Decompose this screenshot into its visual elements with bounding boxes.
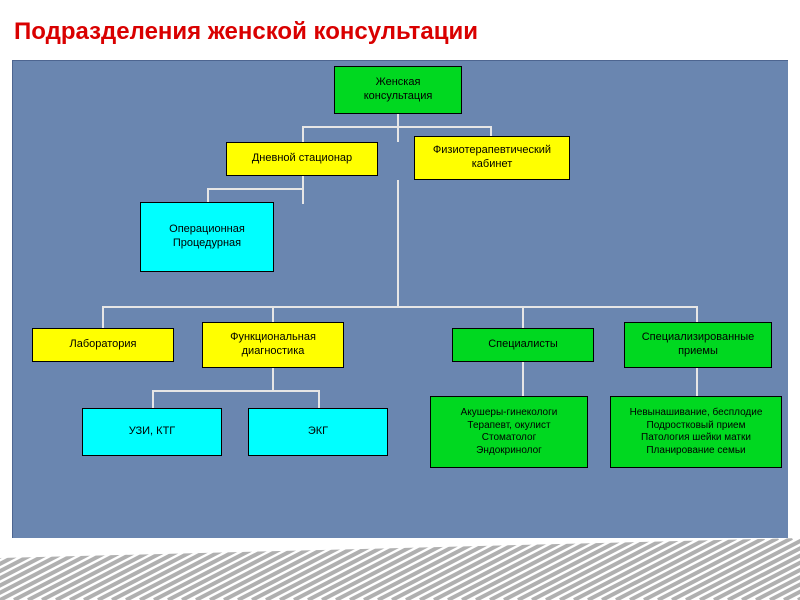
node-oper: Операционная Процедурная	[140, 202, 274, 272]
connector	[272, 306, 274, 322]
connector	[318, 390, 320, 408]
node-doctors: Акушеры-гинекологи Терапевт, окулист Сто…	[430, 396, 588, 468]
connector	[397, 180, 399, 306]
node-physio: Физиотерапевтический кабинет	[414, 136, 570, 180]
connector	[207, 188, 209, 202]
connector	[152, 390, 154, 408]
connector	[102, 306, 104, 328]
org-chart: Женская консультация Дневной стационар Физ…	[12, 60, 788, 538]
connector	[272, 368, 274, 390]
node-pathology: Невынашивание, бесплодие Подростковый пр…	[610, 396, 782, 468]
node-ekg: ЭКГ	[248, 408, 388, 456]
node-daycare: Дневной стационар	[226, 142, 378, 176]
page-title: Подразделения женской консультации	[0, 0, 800, 56]
connector	[490, 126, 492, 136]
node-uzi: УЗИ, КТГ	[82, 408, 222, 456]
connector	[522, 362, 524, 396]
connector	[302, 176, 304, 204]
connector	[302, 126, 304, 142]
node-root: Женская консультация	[334, 66, 462, 114]
connector	[207, 188, 304, 190]
connector	[152, 390, 320, 392]
connector	[397, 114, 399, 142]
connector	[102, 306, 698, 308]
node-specrecv: Специализированные приемы	[624, 322, 772, 368]
node-spec: Специалисты	[452, 328, 594, 362]
connector	[696, 306, 698, 322]
connector	[302, 126, 492, 128]
node-lab: Лаборатория	[32, 328, 174, 362]
connector	[522, 306, 524, 328]
node-funcdiag: Функциональная диагностика	[202, 322, 344, 368]
connector	[696, 368, 698, 396]
footer-stripes	[0, 538, 800, 600]
